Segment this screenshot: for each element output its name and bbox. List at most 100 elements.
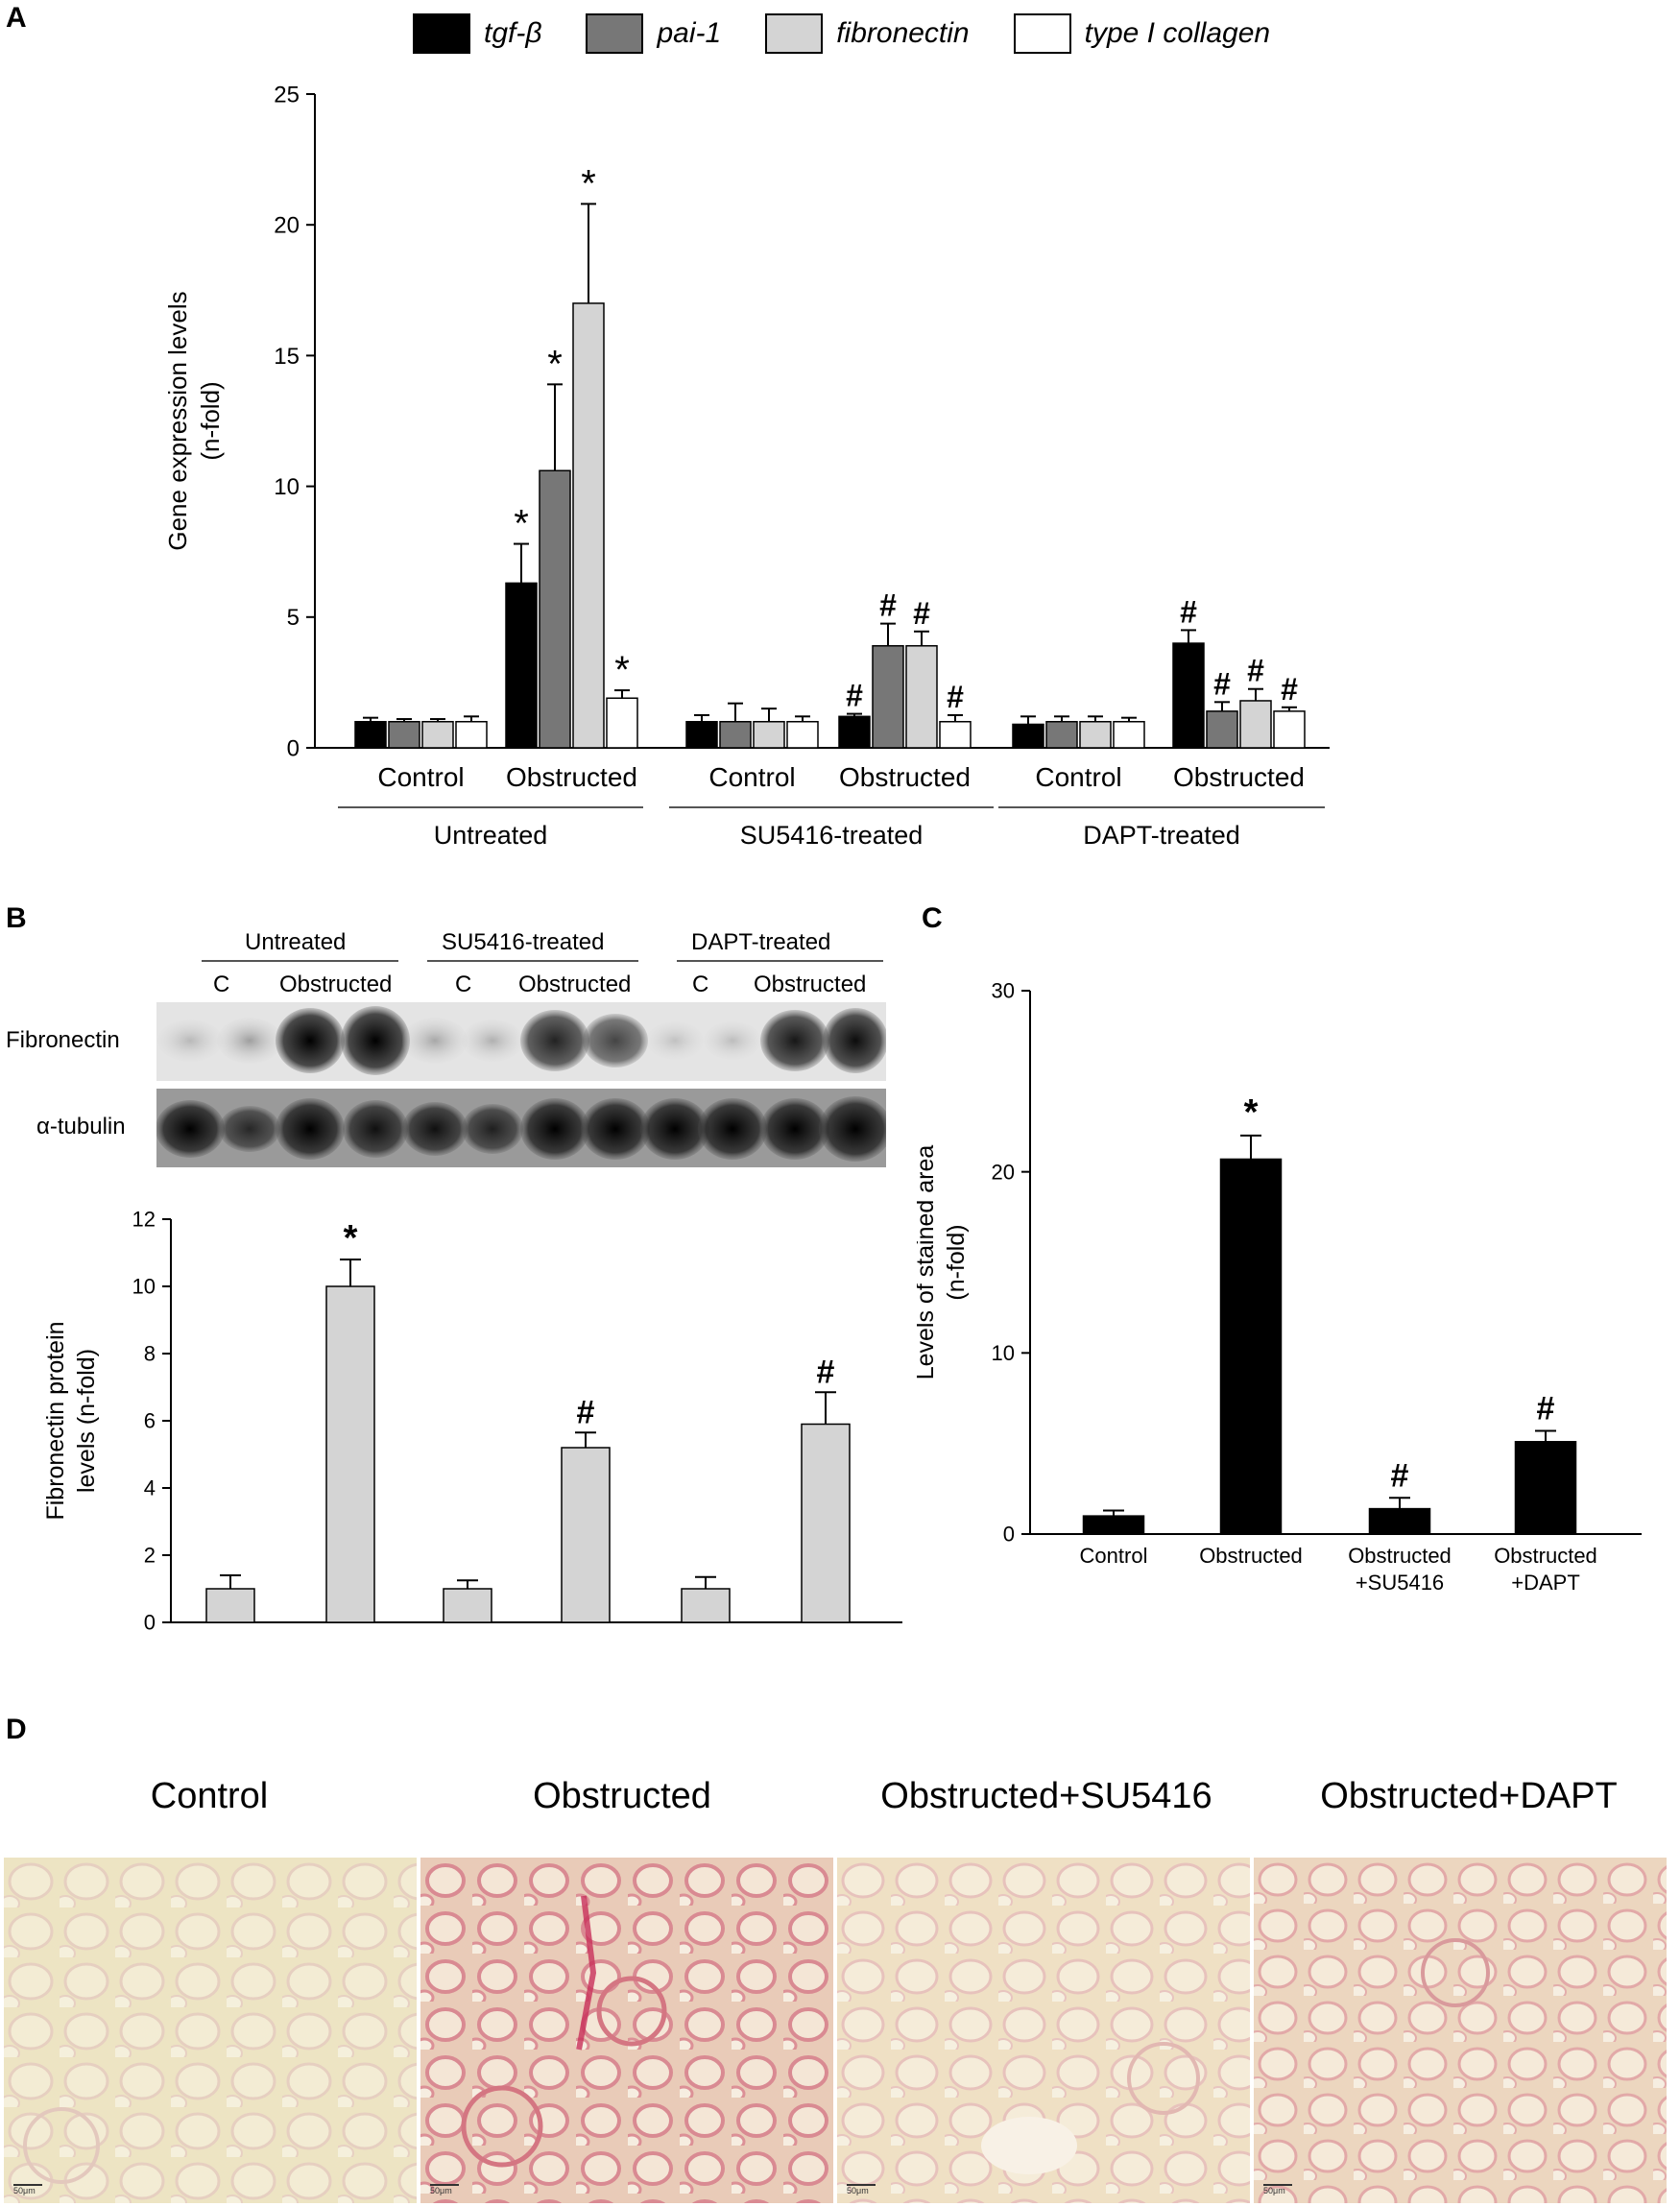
micro-title-control: Control (150, 1776, 269, 1816)
chart-a-bar (421, 721, 454, 749)
chart-a-group-label: Untreated (434, 821, 548, 850)
micro-title-obstructed: Obstructed (533, 1776, 711, 1816)
chart-a-bar (872, 645, 904, 749)
chart-c-bar (1082, 1515, 1145, 1535)
micrograph-su5416: 50μm (837, 1858, 1250, 2203)
chart-a-y-tick-label: 0 (287, 735, 300, 761)
chart-a-significance-mark: # (1180, 594, 1197, 629)
blot-lane-obstructed-2: Obstructed (518, 972, 632, 997)
chart-b-ylabel: Fibronectin protein (42, 1321, 69, 1520)
chart-c-y-tick-label: 30 (992, 979, 1015, 1003)
blot-row-tubulin: α-tubulin (36, 1114, 126, 1139)
legend-item-fibronectin: fibronectin (765, 13, 970, 54)
chart-a-significance-mark: # (1281, 672, 1298, 707)
chart-b-significance-mark: # (817, 1354, 835, 1390)
chart-a-y-tick-label: 20 (274, 213, 300, 239)
chart-a-bar (1079, 721, 1112, 749)
chart-a-bar (685, 721, 718, 749)
legend-item-pai: pai-1 (586, 13, 721, 54)
chart-b-y-tick-label: 10 (132, 1275, 156, 1299)
chart-b-y-tick-label: 0 (144, 1611, 156, 1635)
chart-a-significance-mark: * (547, 343, 563, 385)
legend-label-collagen: type I collagen (1084, 17, 1271, 49)
blot-group-su5416: SU5416-treated (442, 929, 605, 955)
blot-lane-c-3: C (692, 972, 709, 997)
chart-c-category-label: Control (1080, 1544, 1148, 1568)
blot-strip-fibronectin (156, 1002, 886, 1081)
chart-a-significance-mark: * (581, 162, 596, 204)
chart-b-y-tick-label: 2 (144, 1544, 156, 1568)
chart-a-bar (606, 697, 638, 749)
blot-strip-tubulin (156, 1089, 886, 1167)
chart-c-ylabel-unit: (n-fold) (943, 1224, 970, 1300)
chart-a-category-label: Control (1035, 762, 1121, 792)
blot-group-line-dapt (677, 960, 883, 962)
chart-a-category-label: Control (708, 762, 795, 792)
chart-b-y-tick-label: 4 (144, 1476, 156, 1500)
legend-item-collagen: type I collagen (1013, 13, 1271, 54)
blot-group-untreated: Untreated (245, 929, 347, 955)
panel-letter-d: D (6, 1714, 27, 1745)
chart-c-category-label: Obstructed (1199, 1544, 1303, 1568)
chart-b-bar (681, 1588, 731, 1623)
chart-c-category-label: +SU5416 (1356, 1571, 1444, 1595)
blot-lane-obstructed-1: Obstructed (279, 972, 393, 997)
chart-a-y-tick-label: 5 (287, 605, 300, 631)
chart-b-bar (801, 1423, 851, 1623)
chart-a-category-label: Obstructed (506, 762, 637, 792)
chart-a-bar (1045, 721, 1078, 749)
chart-a: 0 5 10 15 20 25 Gene expression levels (n-fold)… (163, 82, 1330, 850)
micrograph-control: 50μm (4, 1858, 417, 2203)
chart-a-significance-mark: # (846, 679, 863, 713)
chart-a-bar (939, 721, 972, 749)
chart-b-y-tick-label: 12 (132, 1208, 156, 1232)
legend-swatch-tgf (413, 13, 470, 54)
chart-a-bar (1012, 723, 1044, 749)
chart-b: 0 2 4 6 8 10 12 Fibronectin protein levels (n-fo… (42, 1208, 902, 1635)
scale-bar-su5416: 50μm (847, 2184, 876, 2195)
scale-bar-control: 50μm (13, 2184, 42, 2195)
blot-lane-c-1: C (213, 972, 230, 997)
blot-lane-obstructed-3: Obstructed (754, 972, 867, 997)
blot-group-dapt: DAPT-treated (691, 929, 831, 955)
legend-swatch-pai (586, 13, 644, 54)
panel-letter-c: C (922, 902, 943, 934)
chart-c-significance-mark: # (1391, 1457, 1409, 1494)
chart-a-bar (539, 469, 571, 749)
chart-a-bar (1172, 642, 1205, 749)
chart-a-bar (838, 715, 871, 749)
chart-a-bar (388, 721, 420, 749)
chart-a-significance-mark: # (1247, 654, 1264, 688)
chart-a-bar (719, 721, 752, 749)
chart-b-y-tick-label: 6 (144, 1409, 156, 1433)
chart-b-significance-mark: # (577, 1394, 595, 1430)
chart-a-significance-mark: # (879, 588, 897, 623)
chart-c-y-tick-label: 0 (1003, 1523, 1015, 1547)
scale-bar-obstructed: 50μm (430, 2184, 459, 2195)
chart-a-significance-mark: # (947, 680, 964, 714)
chart-a-bar (1206, 710, 1238, 749)
chart-a-category-label: Obstructed (1173, 762, 1305, 792)
chart-c-bar (1368, 1507, 1431, 1535)
chart-legend: tgf-β pai-1 fibronectin type I collagen (413, 10, 1314, 58)
blot-row-fibronectin: Fibronectin (6, 1027, 120, 1053)
scale-bar-dapt: 50μm (1263, 2184, 1292, 2195)
legend-label-tgf: tgf-β (484, 17, 542, 49)
chart-a-bar (786, 721, 819, 749)
chart-a-y-tick-label: 25 (274, 82, 300, 108)
chart-a-y-tick-label: 10 (274, 474, 300, 500)
chart-a-bar (505, 582, 538, 749)
legend-swatch-fibronectin (765, 13, 824, 54)
chart-c-y-tick-label: 10 (992, 1341, 1015, 1365)
blot-group-line-untreated (202, 960, 398, 962)
chart-c-significance-mark: * (1244, 1092, 1259, 1133)
legend-swatch-collagen (1013, 13, 1071, 54)
western-blot: Untreated SU5416-treated DAPT-treated C … (0, 922, 912, 1171)
chart-a-significance-mark: * (614, 649, 630, 691)
micrograph-dapt: 50μm (1254, 1858, 1667, 2203)
chart-b-bar (325, 1285, 375, 1623)
chart-a-significance-mark: # (1213, 666, 1231, 701)
chart-a-bar (1273, 710, 1306, 749)
chart-a-bar (354, 721, 387, 749)
micrograph-obstructed: 50μm (420, 1858, 833, 2203)
